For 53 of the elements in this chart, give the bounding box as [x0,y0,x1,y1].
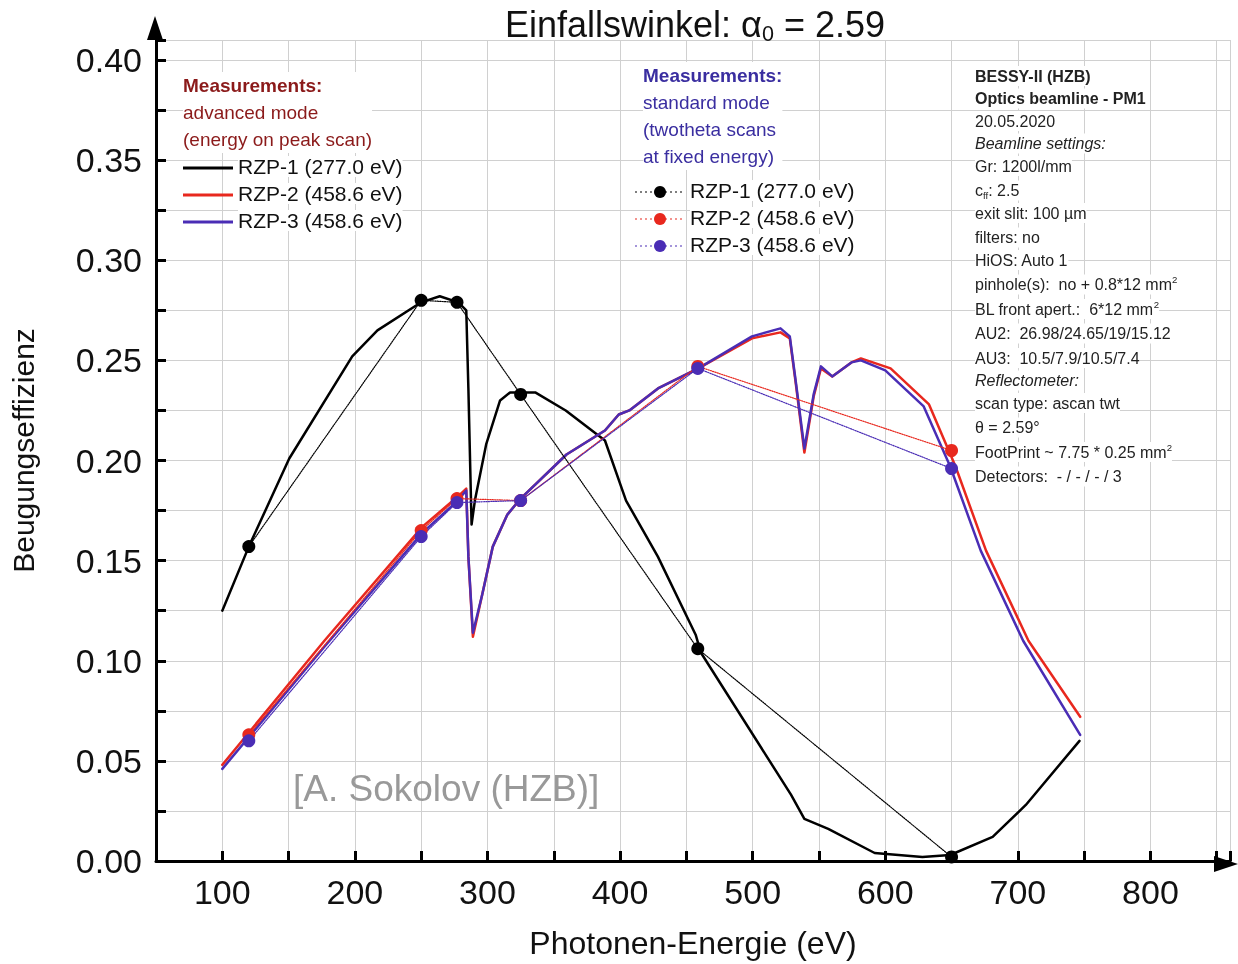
y-tick-label: 0.00 [75,842,142,880]
point [945,850,959,864]
point [450,496,464,510]
x-tick-label: 100 [193,873,251,911]
x-axis-title: Photonen-Energie (eV) [529,925,857,961]
annotation: Optics beamline - PM1 [975,90,1146,107]
legend-label: RZP-1 (277.0 eV) [690,179,855,202]
x-tick-label: 200 [326,873,384,911]
y-tick-label: 0.15 [75,541,142,580]
annotation: Gr: 1200l/mm [975,157,1072,175]
y-tick-label: 0.25 [75,341,142,380]
point [242,540,256,554]
y-tick-label: 0.30 [75,241,142,280]
x-tick-label: 800 [1122,873,1179,911]
point [414,293,428,307]
legend-label: RZP-3 (458.6 eV) [238,209,403,232]
point [414,530,428,544]
point [514,387,528,401]
x-tick-label: 300 [459,873,516,911]
annotation: BESSY-II (HZB) [975,67,1091,85]
annotation: Measurements: advanced mode (energy on peak scan) [183,75,373,150]
y-tick-label: 0.35 [75,141,142,180]
x-tick-label: 400 [591,873,649,911]
annotation: AU3: 10.5/7.9/10.5/7.4 [975,349,1140,367]
annotation: 20.05.2020 [975,112,1056,130]
annotation: scan type: ascan twt [975,394,1121,412]
y-tick-label: 0.10 [75,641,142,680]
y-axis-title: Beugungseffizienz [6,328,40,573]
annotation: AU2: 26.98/24.65/19/15.12 [975,325,1171,342]
x-tick-label: 600 [856,873,914,911]
legend-label: RZP-3 (458.6 eV) [690,233,855,256]
annotation: Beamline settings: [975,135,1106,152]
y-tick-label: 0.40 [75,41,142,80]
point [945,444,959,457]
annotation: θ = 2.59° [975,419,1040,436]
annotation: Detectors: - / - / - / 3 [975,468,1122,485]
annotation: Measurements: standard mode (twotheta scans at fixed energy) [643,65,783,167]
x-tick-label: 500 [724,873,782,911]
legend-label: RZP-2 (458.6 eV) [690,206,855,229]
annotation: exit slit: 100 µm [975,204,1087,222]
y-tick-label: 0.20 [75,441,142,480]
y-tick-label: 0.05 [75,741,142,780]
point [945,462,959,476]
annotation: [A. Sokolov (HZB)] [293,768,600,809]
annotation: filters: no [975,229,1041,246]
point [691,642,705,656]
point [242,734,256,748]
x-tick-label: 700 [989,873,1047,911]
legend-label: RZP-1 (277.0 eV) [238,155,403,178]
legend-label: RZP-2 (458.6 eV) [238,182,403,205]
annotation: Reflectometer: [975,372,1080,389]
point [450,295,464,309]
annotation: HiOS: Auto 1 [975,251,1068,269]
